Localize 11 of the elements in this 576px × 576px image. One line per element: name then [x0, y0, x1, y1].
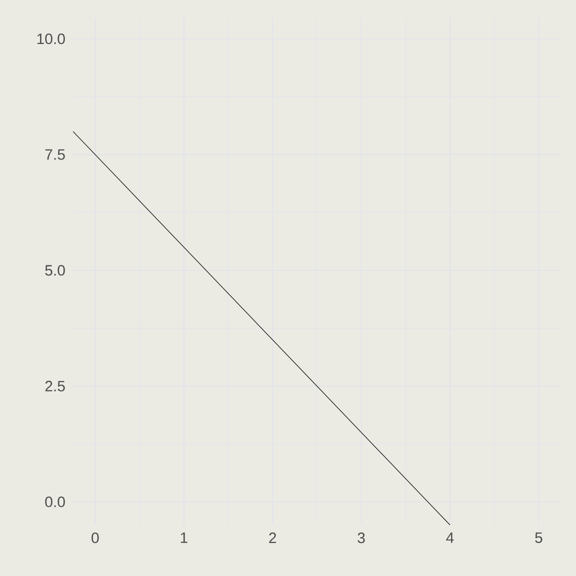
- x-tick-label: 1: [180, 532, 188, 543]
- x-tick-label: 2: [269, 532, 276, 544]
- y-tick-label: 2.5: [45, 380, 65, 392]
- y-tick-label: 0.0: [45, 496, 65, 508]
- y-tick-label: 10.0: [37, 34, 65, 44]
- y-tick-label: 5.0: [45, 265, 65, 276]
- x-tick-label: 4: [446, 532, 454, 543]
- x-tick-label: 5: [535, 532, 542, 543]
- x-tick-label: 0: [92, 532, 99, 544]
- y-tick-label: 7.5: [45, 149, 65, 160]
- x-tick-label: 3: [358, 532, 365, 544]
